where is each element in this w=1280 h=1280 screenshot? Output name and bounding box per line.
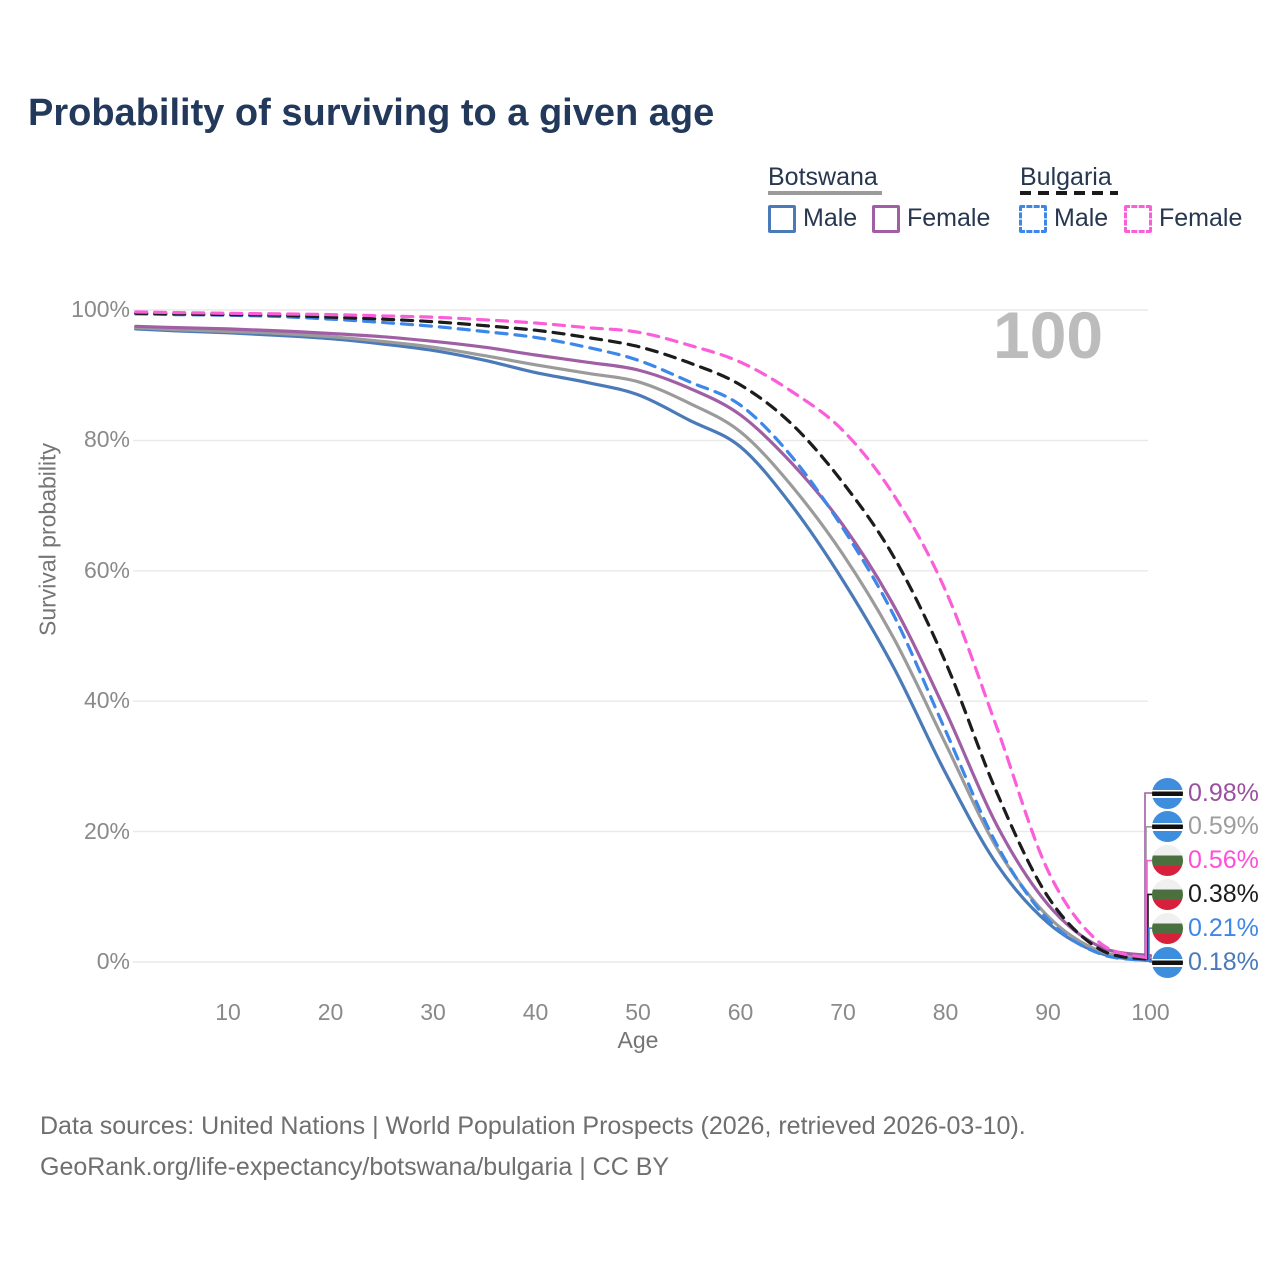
legend-label-bulgaria-female: Female xyxy=(1159,204,1243,232)
end-label-value: 0.56% xyxy=(1188,846,1259,875)
legend-label-botswana-male: Male xyxy=(803,204,858,232)
end-label-value: 0.98% xyxy=(1188,778,1259,807)
botswana-solid-line-sample xyxy=(768,191,882,195)
end-label-value: 0.38% xyxy=(1188,879,1259,908)
bulgaria-dashed-line-sample xyxy=(1020,191,1118,195)
y-tick-label-40: 40% xyxy=(83,687,130,714)
legend-group-botswana: Botswana xyxy=(768,163,878,191)
series-line-botswana-both[interactable] xyxy=(134,326,1153,960)
connector-line-botswana-male xyxy=(1149,960,1152,963)
end-label-bulgaria-both: 0.38% xyxy=(1152,877,1259,911)
y-tick-label-0: 0% xyxy=(96,948,130,974)
x-tick-label-100: 100 xyxy=(1131,999,1170,1025)
x-tick-label-90: 90 xyxy=(1035,999,1061,1025)
data-source-line1: Data sources: United Nations | World Pop… xyxy=(40,1112,1026,1140)
legend-item-bulgaria-male[interactable]: Male xyxy=(1019,204,1108,233)
end-label-value: 0.21% xyxy=(1188,913,1259,942)
y-tick-label-20: 20% xyxy=(83,817,130,844)
bulgaria-female-checkbox-icon[interactable] xyxy=(1124,204,1152,233)
series-line-bulgaria-male[interactable] xyxy=(134,312,1153,963)
end-label-botswana-female: 0.98% xyxy=(1152,776,1259,810)
botswana-flag-icon xyxy=(1152,811,1183,843)
legend-label-bulgaria-male: Male xyxy=(1054,204,1109,232)
series-line-bulgaria-female[interactable] xyxy=(134,310,1153,960)
end-label-bulgaria-male: 0.21% xyxy=(1152,911,1259,945)
end-label-botswana-male: 0.18% xyxy=(1152,945,1259,979)
end-label-value: 0.59% xyxy=(1188,812,1259,841)
bulgaria-flag-icon xyxy=(1152,912,1183,944)
end-label-value: 0.18% xyxy=(1188,947,1259,976)
x-tick-label-10: 10 xyxy=(215,999,241,1025)
x-tick-label-40: 40 xyxy=(522,999,549,1025)
series-line-bulgaria-both[interactable] xyxy=(134,311,1153,962)
x-tick-label-70: 70 xyxy=(830,999,856,1025)
legend-group-bulgaria: Bulgaria xyxy=(1020,163,1112,191)
botswana-flag-icon xyxy=(1152,777,1183,809)
series-line-botswana-female[interactable] xyxy=(134,324,1153,958)
x-tick-label-80: 80 xyxy=(932,999,959,1025)
legend-item-bulgaria-female[interactable]: Female xyxy=(1124,204,1242,233)
x-tick-label-60: 60 xyxy=(727,999,754,1025)
page-title: Probability of surviving to a given age xyxy=(28,92,715,134)
legend-label-botswana-female: Female xyxy=(907,204,991,232)
y-tick-label-80: 80% xyxy=(83,426,130,453)
age-watermark: 100 xyxy=(993,298,1104,372)
x-axis-title: Age xyxy=(617,1027,659,1053)
bulgaria-flag-icon xyxy=(1152,878,1183,910)
end-label-botswana-both: 0.59% xyxy=(1152,810,1259,844)
y-tick-label-60: 60% xyxy=(83,556,130,583)
x-tick-label-30: 30 xyxy=(420,999,446,1025)
x-tick-label-50: 50 xyxy=(625,999,651,1025)
botswana-flag-icon xyxy=(1152,946,1183,978)
data-source-line2: GeoRank.org/life-expectancy/botswana/bul… xyxy=(40,1153,670,1181)
legend-item-botswana-male[interactable]: Male xyxy=(768,204,857,233)
y-axis-title: Survival probability xyxy=(34,442,61,637)
legend-item-botswana-female[interactable]: Female xyxy=(872,204,990,233)
bulgaria-flag-icon xyxy=(1152,845,1183,877)
data-source-note: Data sources: United Nations | World Pop… xyxy=(40,1106,1026,1188)
botswana-female-checkbox-icon[interactable] xyxy=(872,204,900,233)
y-tick-label-100: 100% xyxy=(71,296,130,322)
bulgaria-male-checkbox-icon[interactable] xyxy=(1019,204,1047,233)
x-tick-label-20: 20 xyxy=(317,999,344,1025)
end-label-bulgaria-female: 0.56% xyxy=(1152,844,1259,878)
botswana-male-checkbox-icon[interactable] xyxy=(768,204,796,233)
series-line-botswana-male[interactable] xyxy=(134,327,1153,963)
